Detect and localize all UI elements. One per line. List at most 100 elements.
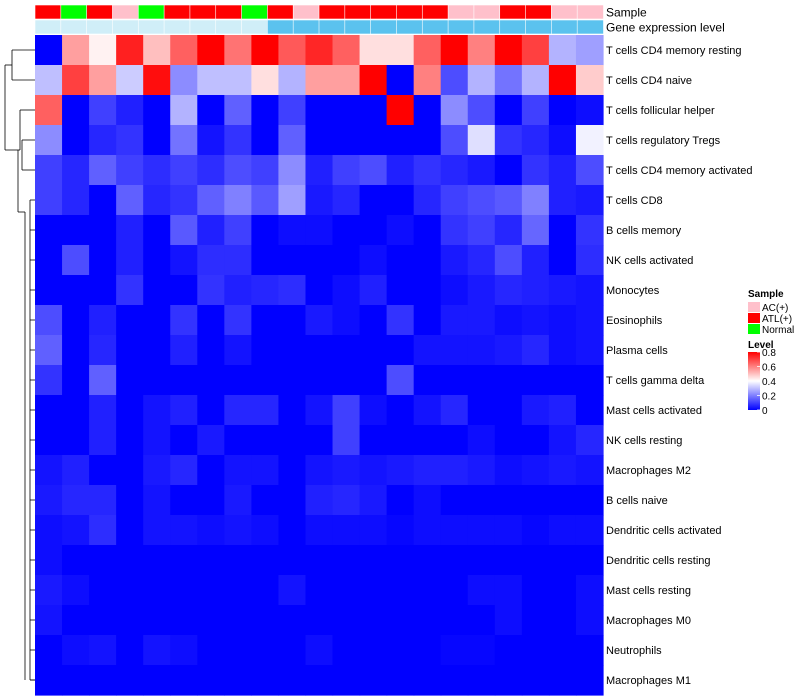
sample-annotation-cell [318,4,346,20]
expression-annotation-cell [318,19,346,35]
heatmap-cell [89,65,117,96]
row-label: Macrophages M0 [606,615,691,627]
heatmap-cell [440,305,469,336]
heatmap-cell [278,185,307,216]
expression-annotation-cell [267,19,294,35]
heatmap-cell [143,635,171,666]
heatmap-cell [35,605,63,636]
heatmap-cell [467,605,496,636]
heatmap-cell [224,95,252,126]
legend-tick: 0.8 [762,348,776,359]
heatmap-cell [89,515,117,546]
heatmap-cell [575,395,604,426]
heatmap-cell [143,305,171,336]
heatmap-cell [467,275,496,306]
heatmap-cell [521,65,550,96]
heatmap-cell [143,185,171,216]
row-label: Eosinophils [606,315,663,327]
heatmap-cell [62,365,90,396]
heatmap-cell [251,65,280,96]
heatmap-cell [62,485,90,516]
heatmap-cell [89,125,117,156]
heatmap-cell [467,155,496,186]
heatmap-cell [62,305,90,336]
heatmap-cell [548,95,577,126]
heatmap-cell [575,65,604,96]
expression-annotation-cell [551,19,578,35]
heatmap-cell [386,365,415,396]
heatmap-cell [359,485,388,516]
heatmap-cell [467,125,496,156]
heatmap-cell [197,425,225,456]
expression-annotation-cell [525,19,553,35]
heatmap-cell [440,485,469,516]
heatmap-cell [170,665,198,696]
heatmap-cell [170,395,198,426]
heatmap-cell [359,395,388,426]
heatmap-cell [224,365,252,396]
legend-label: ATL(+) [762,314,792,325]
heatmap-cell [170,305,198,336]
heatmap-cell [521,545,550,576]
heatmap-cell [413,335,442,366]
sample-annotation-cell [525,4,553,20]
heatmap-cell [143,275,171,306]
heatmap-cell [116,515,144,546]
heatmap-cell [143,515,171,546]
heatmap-cell [575,485,604,516]
heatmap-cell [224,515,252,546]
heatmap-cell [197,215,225,246]
heatmap-cell [89,455,117,486]
heatmap-cell [548,65,577,96]
heatmap-cell [548,305,577,336]
heatmap-cell [305,485,334,516]
heatmap-cell [251,305,280,336]
heatmap-cell [197,365,225,396]
heatmap-cell [170,155,198,186]
sample-annotation-cell [499,4,527,20]
expression-annotation-cell [112,19,140,35]
heatmap-cell [359,215,388,246]
heatmap-cell [35,245,63,276]
heatmap-cell [197,35,225,66]
heatmap-cell [89,665,117,696]
heatmap-cell [35,665,63,696]
heatmap-cell [224,485,252,516]
heatmap-cell [251,155,280,186]
heatmap-cell [197,245,225,276]
heatmap-cell [305,575,334,606]
heatmap-cell [359,35,388,66]
row-label: T cells CD4 memory activated [606,165,753,177]
heatmap-cell [89,305,117,336]
heatmap-cell [386,665,415,696]
heatmap-cell [359,95,388,126]
heatmap-cell [143,155,171,186]
heatmap-cell [89,245,117,276]
heatmap-cell [116,335,144,366]
heatmap-cell [332,395,361,426]
heatmap-cell [413,65,442,96]
heatmap-cell [440,245,469,276]
heatmap-cell [494,95,523,126]
sample-annotation-cell [267,4,294,20]
heatmap-cell [413,125,442,156]
heatmap-cell [440,185,469,216]
heatmap-cell [62,95,90,126]
heatmap-cell [35,95,63,126]
heatmap-cell [62,425,90,456]
heatmap-cell [170,215,198,246]
heatmap-cell [251,545,280,576]
heatmap-cell [116,425,144,456]
row-label: Monocytes [606,285,660,297]
heatmap-cell [440,395,469,426]
heatmap-cell [170,485,198,516]
heatmap-cell [467,425,496,456]
heatmap-cell [332,215,361,246]
legend-swatch [748,324,760,334]
row-dendrogram [4,49,35,681]
heatmap-cell [359,425,388,456]
sample-annotation-cell [215,4,243,20]
heatmap-cell [35,425,63,456]
heatmap-cell [521,155,550,186]
heatmap-cell [143,95,171,126]
